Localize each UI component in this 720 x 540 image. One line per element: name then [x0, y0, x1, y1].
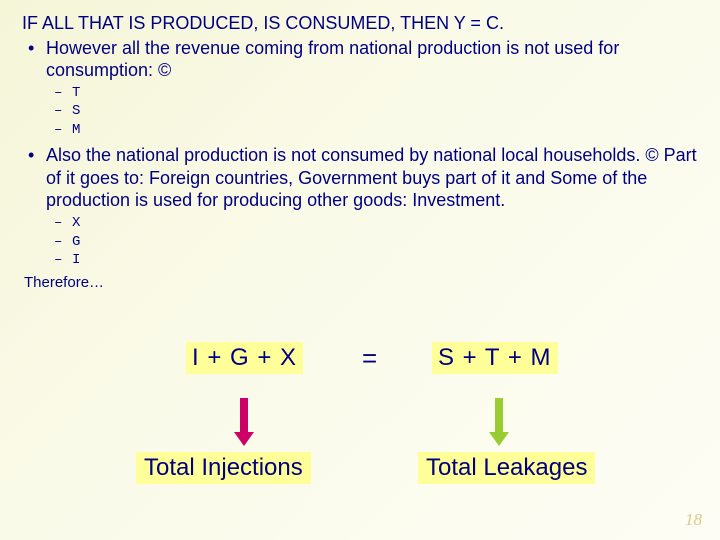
bullet-list: However all the revenue coming from nati…	[22, 37, 698, 271]
sub-list: X G I	[46, 214, 698, 271]
slide-heading: IF ALL THAT IS PRODUCED, IS CONSUMED, TH…	[22, 12, 698, 35]
sub-item: G	[46, 233, 698, 252]
list-item: Also the national production is not cons…	[22, 144, 698, 270]
sub-item: M	[46, 121, 698, 140]
sub-item: I	[46, 251, 698, 270]
label-injections: Total Injections	[136, 452, 311, 484]
therefore-text: Therefore…	[22, 274, 698, 291]
sub-item: X	[46, 214, 698, 233]
page-number: 18	[685, 510, 702, 530]
bullet-text: However all the revenue coming from nati…	[46, 38, 619, 81]
equation-equals: =	[362, 343, 377, 374]
bullet-text: Also the national production is not cons…	[46, 145, 697, 210]
sub-item: T	[46, 84, 698, 103]
arrow-down-icon	[238, 398, 250, 446]
slide-content: IF ALL THAT IS PRODUCED, IS CONSUMED, TH…	[0, 0, 720, 291]
list-item: However all the revenue coming from nati…	[22, 37, 698, 141]
sub-list: T S M	[46, 84, 698, 141]
equation-left: I + G + X	[186, 342, 303, 374]
label-leakages: Total Leakages	[418, 452, 595, 484]
equation-right: S + T + M	[432, 342, 558, 374]
sub-item: S	[46, 102, 698, 121]
arrow-down-icon	[493, 398, 505, 446]
